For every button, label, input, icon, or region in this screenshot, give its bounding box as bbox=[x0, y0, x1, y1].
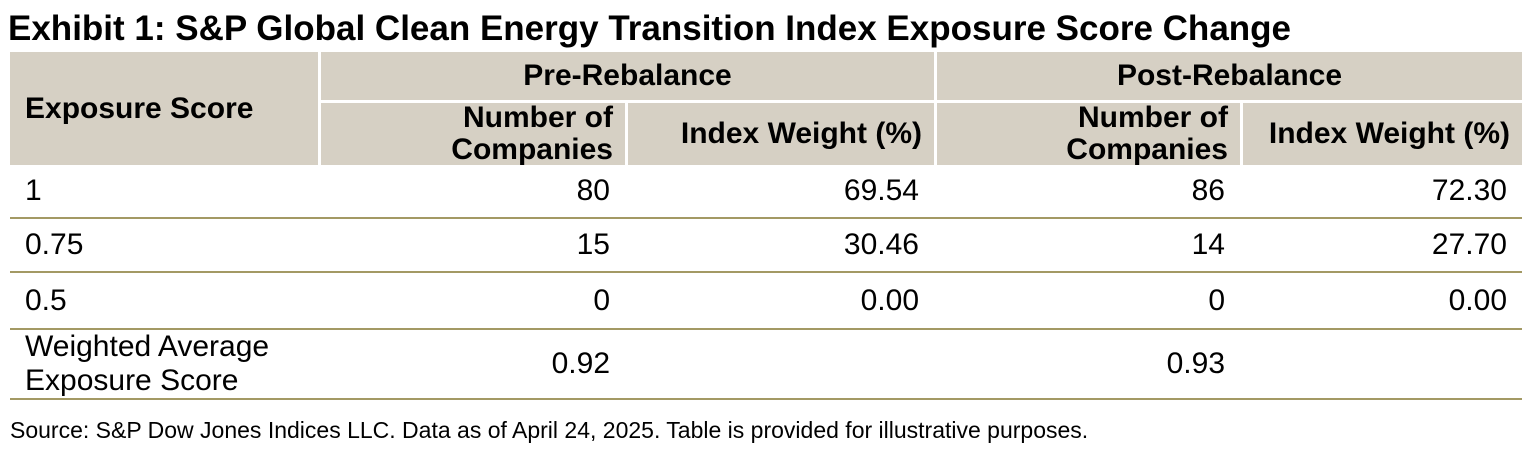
pre-weight-value: 0.00 bbox=[860, 283, 919, 317]
post-companies-value: 14 bbox=[1191, 228, 1225, 261]
row-label: 1 bbox=[25, 174, 42, 208]
table-row: 0.5 0 0.00 0 0.00 bbox=[10, 273, 1522, 330]
pre-companies-value: 80 bbox=[576, 174, 610, 207]
corner-header-exposure-score: Exposure Score bbox=[10, 52, 318, 165]
post-weight-value: 0.00 bbox=[1448, 283, 1507, 317]
table-row: 1 80 69.54 86 72.30 bbox=[10, 165, 1522, 219]
col-header-post-number-of-companies: Number of Companies bbox=[937, 101, 1240, 166]
pre-companies-value: 0.92 bbox=[551, 347, 610, 380]
post-companies-value: 86 bbox=[1191, 174, 1225, 207]
group-header-pre-rebalance: Pre-Rebalance bbox=[321, 52, 934, 100]
post-weight-value: 72.30 bbox=[1431, 174, 1507, 207]
row-label: 0.5 bbox=[25, 283, 67, 317]
post-companies-value: 0.93 bbox=[1166, 347, 1225, 380]
source-note: Source: S&P Dow Jones Indices LLC. Data … bbox=[10, 417, 1089, 443]
table-row: 0.75 15 30.46 14 27.70 bbox=[10, 219, 1522, 273]
pre-companies-value: 0 bbox=[593, 283, 610, 317]
post-companies-value: 0 bbox=[1208, 283, 1225, 317]
table-row-weighted-average: Weighted Average Exposure Score 0.92 0.9… bbox=[10, 330, 1522, 400]
col-header-post-index-weight: Index Weight (%) bbox=[1243, 103, 1522, 165]
post-weight-value: 27.70 bbox=[1431, 228, 1507, 261]
table-header: Exposure Score Pre-Rebalance Post-Rebala… bbox=[10, 52, 1522, 166]
pre-weight-value: 30.46 bbox=[843, 228, 919, 261]
col-header-pre-number-of-companies: Number of Companies bbox=[321, 101, 625, 166]
group-header-post-rebalance: Post-Rebalance bbox=[937, 52, 1522, 100]
row-label: 0.75 bbox=[25, 228, 84, 262]
pre-companies-value: 15 bbox=[576, 228, 610, 261]
exposure-score-table: Exposure Score Pre-Rebalance Post-Rebala… bbox=[10, 52, 1522, 400]
exhibit-title: Exhibit 1: S&P Global Clean Energy Trans… bbox=[8, 9, 1292, 48]
pre-weight-value: 69.54 bbox=[843, 174, 919, 207]
col-header-pre-index-weight: Index Weight (%) bbox=[628, 103, 934, 165]
row-label: Weighted Average Exposure Score bbox=[25, 330, 270, 397]
